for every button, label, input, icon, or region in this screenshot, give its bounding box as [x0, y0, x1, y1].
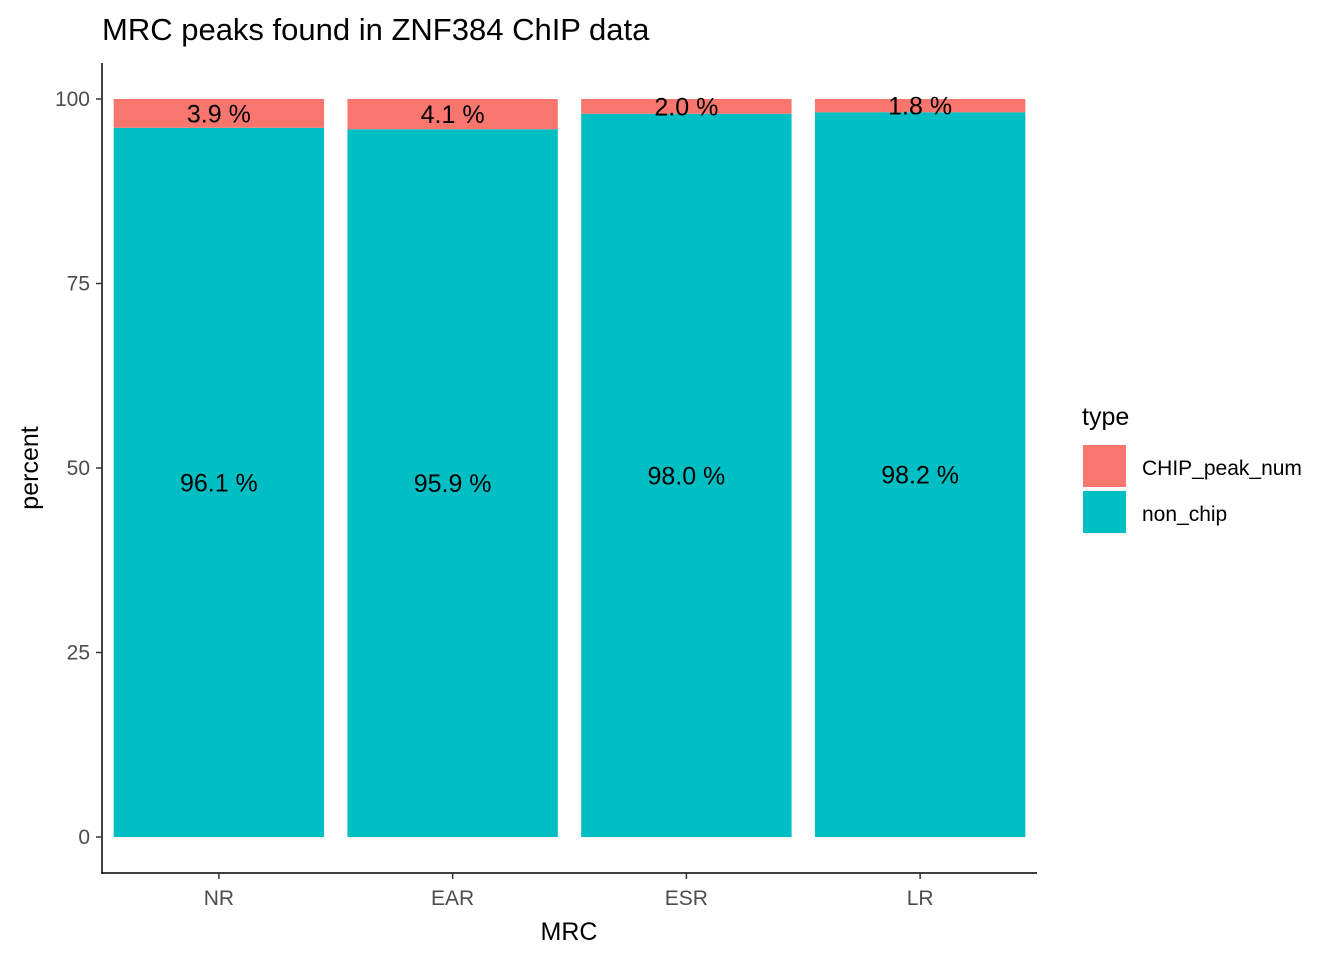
x-axis: NR EAR ESR LR [102, 872, 1037, 910]
chart-title: MRC peaks found in ZNF384 ChIP data [102, 12, 650, 47]
data-label-non_chip-ESR: 98.0 % [647, 462, 725, 490]
legend-swatch-non_chip [1083, 491, 1126, 533]
x-tick-label: ESR [665, 887, 708, 910]
y-axis: 0 25 50 75 100 [55, 63, 103, 874]
y-tick-label: 100 [55, 88, 90, 111]
legend-label-non_chip: non_chip [1142, 503, 1227, 526]
data-label-non_chip-LR: 98.2 % [881, 462, 959, 490]
x-tick-label: NR [204, 887, 234, 910]
bars-group [113, 99, 1026, 838]
y-tick-label: 25 [67, 642, 90, 665]
x-tick-label: LR [907, 887, 934, 910]
data-label-CHIP_peak_num-NR: 3.9 % [187, 100, 251, 128]
bar-CHIP_peak_num-EAR [347, 99, 558, 130]
data-label-CHIP_peak_num-EAR: 4.1 % [421, 101, 485, 129]
legend: type CHIP_peak_num non_chip [1082, 403, 1302, 533]
legend-label-CHIP_peak_num: CHIP_peak_num [1142, 457, 1302, 480]
legend-swatch-CHIP_peak_num [1083, 445, 1126, 487]
bar-non_chip-LR [814, 112, 1026, 837]
data-label-CHIP_peak_num-LR: 1.8 % [888, 93, 952, 121]
x-tick-label: EAR [431, 887, 474, 910]
data-label-CHIP_peak_num-ESR: 2.0 % [654, 93, 718, 121]
data-label-non_chip-EAR: 95.9 % [414, 470, 492, 498]
bar-non_chip-EAR [347, 129, 558, 837]
data-labels-group: 96.1 % 3.9 % 95.9 % 4.1 % 98.0 % 2.0 % 98.2 % 1… [180, 93, 959, 498]
y-tick-label: 50 [67, 457, 90, 480]
bar-CHIP_peak_num-LR [814, 99, 1026, 113]
bar-non_chip-NR [113, 127, 325, 838]
y-tick-label: 0 [78, 826, 90, 849]
y-axis-title: percent [16, 426, 44, 509]
y-tick-label: 75 [67, 273, 90, 296]
bar-CHIP_peak_num-NR [113, 99, 325, 128]
data-label-non_chip-NR: 96.1 % [180, 469, 258, 497]
x-axis-title: MRC [541, 918, 598, 946]
legend-title: type [1082, 403, 1129, 431]
bar-CHIP_peak_num-ESR [581, 99, 792, 114]
bar-non_chip-ESR [581, 113, 792, 837]
